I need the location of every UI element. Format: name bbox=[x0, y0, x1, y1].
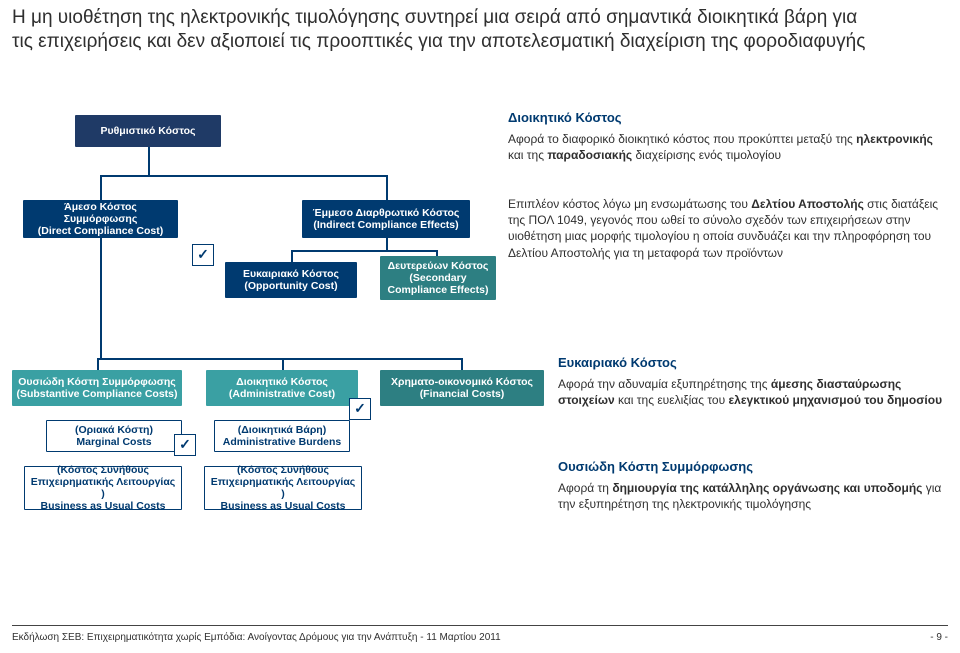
section-s2: Επιπλέον κόστος λόγω μη ενσωμάτωσης του … bbox=[508, 196, 948, 261]
connector-3 bbox=[386, 175, 388, 200]
footer-left: Εκδήλωση ΣΕΒ: Επιχειρηματικότητα χωρίς Ε… bbox=[12, 632, 501, 643]
diagram-box-root: Ρυθμιστικό Κόστος bbox=[75, 115, 221, 147]
diagram-box-bau2: (Κόστος ΣυνήθουςΕπιχειρηματικής Λειτουργ… bbox=[204, 466, 362, 510]
diagram-box-fin: Χρηματο-οικονομικό Κόστος(Financial Cost… bbox=[380, 370, 544, 406]
diagram-box-subst: Ουσιώδη Κόστη Συμμόρφωσης(Substantive Co… bbox=[12, 370, 182, 406]
footer-rule bbox=[12, 625, 948, 626]
connector-5 bbox=[291, 250, 436, 252]
diagram-box-l1b: Έμμεσο Διαρθρωτικό Κόστος(Indirect Compl… bbox=[302, 200, 470, 238]
connector-2 bbox=[100, 175, 102, 200]
check-icon-2: ✓ bbox=[174, 434, 196, 456]
check-icon-1: ✓ bbox=[349, 398, 371, 420]
diagram-box-l1a: Άμεσο Κόστος Συμμόρφωσης(Direct Complian… bbox=[23, 200, 178, 238]
connector-8 bbox=[100, 238, 102, 358]
diagram-box-opp: Ευκαιριακό Κόστος(Opportunity Cost) bbox=[225, 262, 357, 298]
connector-11 bbox=[282, 358, 284, 370]
connector-9 bbox=[97, 358, 463, 360]
connector-6 bbox=[291, 250, 293, 262]
page-footer: Εκδήλωση ΣΕΒ: Επιχειρηματικότητα χωρίς Ε… bbox=[0, 625, 960, 643]
connector-0 bbox=[148, 147, 150, 175]
page-title: Η μη υιοθέτηση της ηλεκτρονικής τιμολόγη… bbox=[12, 6, 872, 54]
diagram-box-admin: Διοικητικό Κόστος(Administrative Cost) bbox=[206, 370, 358, 406]
section-s4: Ουσιώδη Κόστη ΣυμμόρφωσηςΑφορά τη δημιου… bbox=[558, 458, 948, 512]
section-s1: Διοικητικό ΚόστοςΑφορά το διαφορικό διοι… bbox=[508, 109, 948, 163]
section-s3: Ευκαιριακό ΚόστοςΑφορά την αδυναμία εξυπ… bbox=[558, 354, 948, 408]
diagram-box-bau1: (Κόστος ΣυνήθουςΕπιχειρηματικής Λειτουργ… bbox=[24, 466, 182, 510]
connector-12 bbox=[461, 358, 463, 370]
diagram-box-marg: (Οριακά Κόστη)Marginal Costs bbox=[46, 420, 182, 452]
connector-4 bbox=[386, 238, 388, 250]
connector-1 bbox=[100, 175, 388, 177]
connector-10 bbox=[97, 358, 99, 370]
diagram-box-sec: Δευτερεύων Κόστος(SecondaryCompliance Ef… bbox=[380, 256, 496, 300]
check-icon-0: ✓ bbox=[192, 244, 214, 266]
footer-right: - 9 - bbox=[930, 632, 948, 643]
diagram-box-burd: (Διοικητικά Βάρη)Administrative Burdens bbox=[214, 420, 350, 452]
